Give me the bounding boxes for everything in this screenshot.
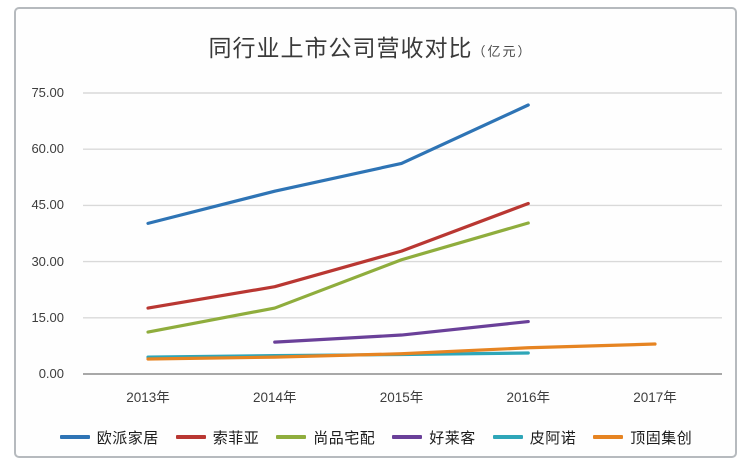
legend-label: 欧派家居 [96, 429, 159, 447]
y-axis-tick-label: 75.00 [31, 85, 64, 100]
legend-item-haolaike: 好莱客 [392, 427, 476, 448]
legend-swatch-dinggu-jichuang [593, 435, 624, 439]
legend-swatch-piano [492, 435, 523, 439]
x-axis-tick-label: 2014年 [252, 390, 297, 405]
legend-label: 皮阿诺 [529, 429, 577, 447]
x-axis-tick-label: 2016年 [506, 390, 551, 405]
chart-title-unit: （亿元） [472, 44, 533, 59]
chart-title-text: 同行业上市公司营收对比 [208, 35, 473, 61]
legend-swatch-haolaike [392, 435, 423, 439]
legend-label: 好莱客 [429, 429, 476, 447]
chart-title: 同行业上市公司营收对比（亿元） [0, 33, 741, 67]
x-axis-tick-label: 2017年 [633, 390, 677, 405]
legend-item-piano: 皮阿诺 [492, 427, 577, 448]
y-axis-tick-label: 45.00 [31, 197, 64, 213]
legend-label: 尚品宅配 [313, 429, 376, 447]
y-axis-tick-label: 0.00 [38, 366, 64, 381]
legend-swatch-oupai-jiaju [59, 435, 90, 439]
legend-label: 顶固集创 [630, 429, 693, 447]
legend-item-oupai-jiaju: 欧派家居 [59, 427, 159, 448]
x-axis-tick-label: 2013年 [126, 390, 170, 405]
legend-item-shangpin-zhaipei: 尚品宅配 [276, 427, 375, 448]
chart-legend: 欧派家居 索菲亚 尚品宅配 好莱客 皮阿诺 顶固集创 [15, 424, 737, 450]
legend-swatch-shangpin-zhaipei [276, 435, 307, 439]
legend-item-suofeiya: 索菲亚 [175, 427, 260, 448]
x-axis-tick-label: 2015年 [379, 390, 424, 405]
legend-label: 索菲亚 [212, 429, 260, 447]
legend-item-dinggu-jichuang: 顶固集创 [593, 427, 692, 448]
legend-swatch-suofeiya [175, 435, 206, 439]
y-axis-tick-label: 15.00 [31, 309, 64, 325]
y-axis-tick-label: 60.00 [31, 141, 64, 157]
y-axis-tick-label: 30.00 [31, 253, 64, 269]
